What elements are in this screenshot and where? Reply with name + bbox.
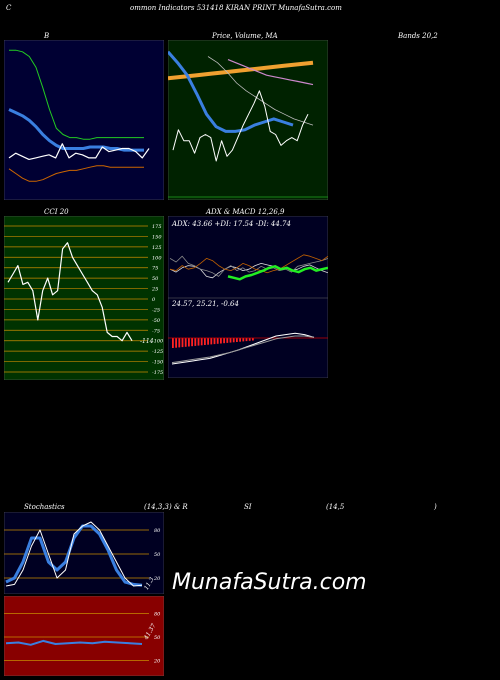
- stoch-tick-label: 80: [154, 528, 161, 534]
- price-ma-short-line: [168, 50, 294, 133]
- adx-di-minus-line: [169, 263, 328, 279]
- rsi-line: [5, 639, 143, 646]
- stoch-title-c: SI: [244, 503, 252, 511]
- macd-histogram-bar: [248, 338, 251, 341]
- stoch-bg: [4, 512, 164, 594]
- price-ma-pink-line: [227, 59, 314, 86]
- macd-histogram-bar: [236, 338, 238, 342]
- stoch-k-line: [5, 521, 143, 587]
- adx-orange-line: [169, 254, 328, 274]
- cci-tick-label: 175: [152, 224, 162, 230]
- macd-histogram-bar: [194, 338, 197, 346]
- stochastic-chart: 80 50 20: [4, 512, 164, 594]
- rsi-tick-label: 80: [154, 612, 161, 618]
- macd-histogram-bar: [204, 338, 206, 345]
- cci-tick-label: -150: [152, 360, 164, 366]
- cci-tick-label: 25: [151, 287, 158, 293]
- price-close-line: [172, 90, 309, 162]
- macd-signal-line: [171, 335, 315, 364]
- bollinger-middle-line: [8, 108, 144, 152]
- macd-chart: [168, 298, 328, 378]
- macd-histogram-bar: [191, 338, 193, 347]
- macd-histogram-bar: [223, 338, 225, 344]
- macd-histogram-bar: [178, 338, 181, 348]
- stoch-tick-label: 50: [154, 552, 161, 558]
- adx-title: ADX & MACD 12,26,9: [206, 208, 285, 216]
- price-chart: [168, 40, 328, 200]
- macd-histogram-bar: [197, 338, 200, 346]
- rsi-bg: [4, 596, 164, 676]
- bollinger-chart: [4, 40, 164, 200]
- rsi-chart: 80 50 20: [4, 596, 164, 676]
- price-title: Price, Volume, MA: [212, 32, 278, 40]
- macd-histogram-bar: [242, 338, 245, 342]
- cci-tick-label: 125: [152, 245, 162, 251]
- adx-readout: ADX: 43.66 +DI: 17.54 -DI: 44.74: [172, 220, 291, 228]
- cci-tick-label: -175: [152, 370, 163, 376]
- cci-tick-label: -25: [152, 307, 160, 313]
- cci-tick-label: 0: [152, 297, 156, 303]
- macd-histogram-bar: [181, 338, 184, 348]
- cci-bg: [4, 216, 164, 380]
- stoch-title-d: (14,5: [326, 503, 345, 511]
- macd-histogram-bar: [210, 338, 213, 345]
- stoch-title-e: ): [434, 503, 437, 511]
- stoch-title-a: Stochastics: [24, 503, 65, 511]
- bollinger-lower-line: [8, 165, 144, 182]
- cci-value: -114: [140, 338, 154, 345]
- macd-histogram-bar: [232, 338, 235, 343]
- rsi-tick-label: 20: [153, 658, 161, 664]
- macd-histogram-bar: [220, 338, 222, 344]
- macd-histogram-bar: [184, 338, 187, 347]
- bands-title: B: [44, 32, 50, 40]
- macd-histogram-bar: [207, 338, 209, 345]
- price-bg: [168, 40, 328, 200]
- macd-histogram-bar: [175, 338, 177, 348]
- cci-tick-label: -125: [152, 349, 163, 355]
- price-ma-long-line: [168, 60, 314, 81]
- adx-chart: [168, 216, 328, 298]
- macd-histogram-bar: [229, 338, 232, 343]
- bollinger-close-line: [8, 143, 150, 161]
- cci-tick-label: -50: [152, 318, 161, 324]
- header-c: C: [6, 4, 12, 12]
- macd-histogram-bar: [213, 338, 216, 345]
- cci-line: [7, 242, 133, 342]
- macd-histogram-bar: [245, 338, 248, 342]
- macd-histogram-bar: [172, 338, 174, 348]
- macd-histogram-bar: [200, 338, 203, 346]
- macd-histogram-bar: [216, 338, 219, 344]
- adx-line: [227, 265, 328, 281]
- header-title: ommon Indicators 531418 KIRAN PRINT Muna…: [130, 4, 342, 12]
- stoch-title-b: (14,3,3) & R: [144, 503, 188, 511]
- macd-histogram-bar: [188, 338, 190, 347]
- cci-tick-label: 75: [152, 266, 158, 272]
- cci-chart: 175 150 125 100 75 50 25 0 -25 -50 -75 -100 -125 -150…: [4, 216, 164, 380]
- macd-histogram-bar: [226, 338, 229, 343]
- rsi-tick-label: 50: [154, 635, 161, 641]
- cci-tick-label: 150: [152, 234, 162, 240]
- price-ma-grey-line: [207, 56, 314, 126]
- bands-right-title: Bands 20,2: [398, 32, 438, 40]
- watermark: MunafaSutra.com: [172, 570, 367, 595]
- cci-tick-label: 50: [152, 276, 159, 282]
- macd-readout: 24.57, 25.21, -0.64: [172, 300, 239, 308]
- macd-histogram-bar: [239, 338, 241, 342]
- cci-tick-label: 100: [152, 255, 162, 261]
- stoch-d-line: [5, 524, 143, 587]
- macd-histogram-bar: [252, 338, 254, 341]
- adx-bg: [168, 216, 328, 298]
- bollinger-upper-line: [9, 49, 144, 140]
- cci-tick-label: -100: [152, 339, 164, 345]
- cci-title: CCI 20: [44, 208, 69, 216]
- cci-tick-label: -75: [152, 328, 160, 334]
- stoch-tick-label: 20: [153, 576, 161, 582]
